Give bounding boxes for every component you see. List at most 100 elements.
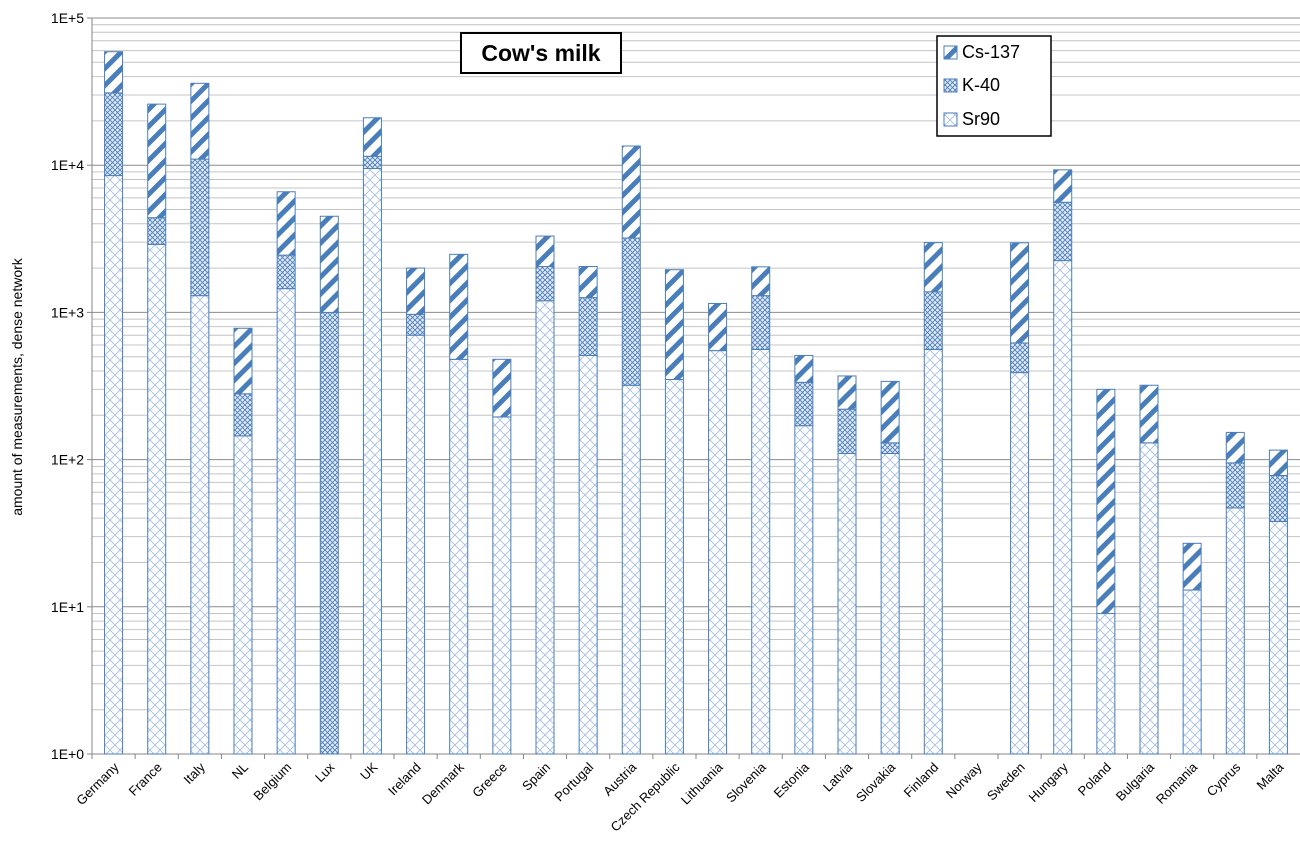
x-tick-label: Belgium (250, 760, 294, 804)
bar-segment-k40 (1010, 342, 1030, 374)
y-tick-label: 1E+4 (51, 157, 84, 173)
bar-segment-cs137 (190, 82, 210, 160)
bar-segment-sr90 (535, 300, 555, 755)
bars (104, 51, 1288, 755)
x-tick-label: France (126, 760, 165, 799)
x-tick-label: Finland (901, 760, 942, 801)
bar-segment-sr90 (233, 435, 253, 755)
x-tick-label: Latvia (820, 759, 856, 795)
y-tick-label: 1E+1 (51, 599, 84, 615)
x-tick-label: Lux (312, 759, 338, 785)
bar-segment-cs137 (1268, 449, 1288, 476)
bar-segment-cs137 (708, 302, 728, 352)
bar-segment-cs137 (664, 269, 684, 381)
bar-segment-k40 (190, 158, 210, 297)
bar-segment-cs137 (406, 267, 426, 315)
bar-segment-cs137 (1053, 169, 1073, 203)
bar-segment-k40 (1268, 474, 1288, 522)
bar-segment-cs137 (1139, 384, 1159, 444)
bar-segment-sr90 (362, 167, 382, 755)
x-tick-label: NL (229, 760, 251, 782)
bar-segment-k40 (406, 313, 426, 336)
bar-segment-sr90 (449, 358, 469, 755)
y-tick-label: 1E+0 (51, 746, 84, 762)
bar-segment-sr90 (923, 348, 943, 755)
x-axis-labels: Germany France Italy NL Belgium Lux UK IrelandD… (73, 754, 1287, 835)
bar-segment-sr90 (1182, 589, 1202, 755)
bar-segment-cs137 (104, 51, 124, 94)
bar-segment-cs137 (535, 235, 555, 268)
y-axis-title: amount of measurements, dense network (9, 257, 25, 516)
x-tick-label: Slovakia (853, 759, 899, 805)
x-tick-label: Estonia (771, 759, 813, 801)
bar-segment-cs137 (147, 103, 167, 219)
bar-segment-cs137 (837, 375, 857, 410)
bar-segment-cs137 (1096, 388, 1116, 615)
bar-segment-k40 (362, 155, 382, 169)
x-tick-label: Poland (1075, 760, 1114, 799)
bar-segment-cs137 (319, 215, 339, 313)
bar-segment-k40 (104, 92, 124, 177)
bar-segment-sr90 (190, 295, 210, 755)
x-tick-label: Spain (519, 760, 553, 794)
bar-segment-sr90 (880, 453, 900, 755)
bar-segment-sr90 (1096, 613, 1116, 755)
x-tick-label: Germany (73, 759, 122, 808)
legend-label-sr90: Sr90 (962, 109, 1000, 129)
bar-segment-k40 (923, 291, 943, 350)
bar-segment-k40 (837, 408, 857, 455)
bar-segment-k40 (233, 393, 253, 437)
bar-segment-k40 (578, 297, 598, 356)
bar-segment-cs137 (621, 145, 641, 239)
bar-segment-sr90 (1139, 442, 1159, 755)
legend-swatch-sr90 (943, 112, 958, 127)
bar-segment-sr90 (104, 175, 124, 755)
x-tick-label: Denmark (419, 759, 467, 807)
x-tick-label: Romania (1153, 759, 1201, 807)
bar-segment-k40 (276, 254, 296, 290)
bar-segment-k40 (621, 237, 641, 386)
x-tick-label: Sweden (984, 760, 1028, 804)
bar-segment-cs137 (751, 266, 771, 297)
bar-segment-sr90 (837, 453, 857, 755)
x-tick-label: Lithuania (678, 759, 726, 807)
y-tick-label: 1E+3 (51, 304, 84, 320)
bar-segment-sr90 (794, 425, 814, 755)
bar-segment-k40 (535, 266, 555, 302)
bar-segment-cs137 (1225, 431, 1245, 464)
bar-segment-k40 (1053, 201, 1073, 262)
bar-segment-sr90 (1268, 520, 1288, 755)
legend-label-k40: K-40 (962, 75, 1000, 95)
x-tick-label: Portugal (551, 759, 596, 804)
chart-title: Cow's milk (481, 40, 600, 66)
x-tick-label: Malta (1253, 759, 1287, 793)
bar-segment-cs137 (233, 327, 253, 395)
bar-segment-k40 (147, 217, 167, 245)
bar-segment-cs137 (794, 354, 814, 383)
bar-segment-sr90 (147, 243, 167, 755)
bar-segment-cs137 (276, 191, 296, 256)
bar-segment-sr90 (1225, 507, 1245, 755)
x-tick-label: Bulgaria (1113, 759, 1158, 804)
x-tick-label: UK (357, 759, 381, 783)
bar-segment-sr90 (708, 350, 728, 755)
bar-segment-sr90 (1010, 372, 1030, 755)
x-tick-label: Ireland (385, 760, 424, 799)
gridlines (92, 17, 1300, 755)
bar-segment-sr90 (276, 288, 296, 755)
bar-segment-cs137 (923, 242, 943, 293)
bar-segment-sr90 (751, 348, 771, 755)
x-tick-label: Slovenia (723, 759, 769, 805)
bar-segment-cs137 (1010, 242, 1030, 344)
x-tick-label: Austria (600, 759, 640, 799)
bar-segment-cs137 (449, 253, 469, 360)
bar-segment-sr90 (406, 334, 426, 755)
bar-segment-cs137 (362, 117, 382, 157)
x-tick-label: Greece (469, 760, 510, 801)
bar-segment-k40 (319, 311, 339, 755)
bar-segment-sr90 (578, 354, 598, 755)
y-tick-label: 1E+2 (51, 452, 84, 468)
legend: Cs-137 K-40 Sr90 (936, 35, 1052, 137)
